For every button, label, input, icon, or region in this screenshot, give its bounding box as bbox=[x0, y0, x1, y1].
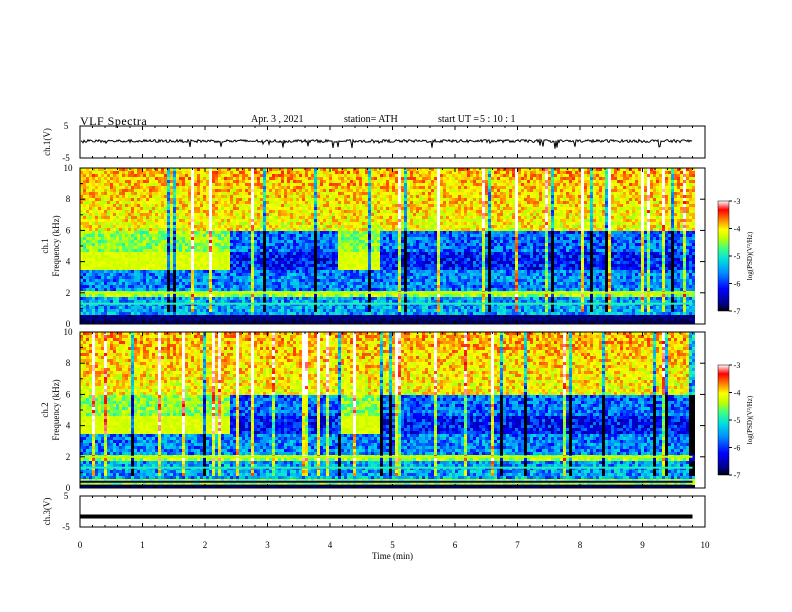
date-label: Apr. 3 , 2021 bbox=[251, 114, 304, 125]
ch2-colorbar-tick-label: -5 bbox=[734, 416, 741, 425]
ch2-y-tick-label: 6 bbox=[66, 389, 71, 399]
ch1-frequency-label: Frequency (kHz) bbox=[51, 215, 61, 276]
ch2-colorbar-tick-label: -4 bbox=[734, 389, 741, 398]
ch2-spectrogram-cells bbox=[80, 332, 695, 488]
ch1-colorbar-tick-label: -5 bbox=[734, 252, 741, 261]
plot-title: VLF Spectra bbox=[80, 114, 147, 129]
ch1-y-tick-label: 0 bbox=[66, 319, 71, 329]
ch1-y-tick-label: 10 bbox=[64, 163, 74, 173]
ch1-colorbar bbox=[717, 200, 730, 312]
ch2-colorbar-tick-label: -7 bbox=[734, 471, 741, 480]
ch3-y-axis-label: ch.3(V) bbox=[42, 498, 52, 526]
ch1-channel-label: ch.1 bbox=[40, 238, 50, 253]
x-tick-label: 9 bbox=[640, 540, 645, 550]
ch2-y-tick-label: 10 bbox=[64, 327, 74, 337]
x-axis-label: Time (min) bbox=[372, 551, 413, 561]
ch1-y-axis-label: ch.1(V) bbox=[42, 128, 52, 156]
ch2-y-tick-label: 4 bbox=[66, 421, 71, 431]
x-tick-label: 8 bbox=[578, 540, 583, 550]
station-label: station= ATH bbox=[344, 114, 398, 125]
ch1-y-tick-label: -5 bbox=[62, 153, 70, 163]
ch3-y-tick-label: -5 bbox=[62, 522, 70, 532]
start-ut-value: 5 : 10 : 1 bbox=[480, 114, 516, 125]
ch2-y-tick-label: 0 bbox=[66, 483, 71, 493]
ch2-y-tick-label: 2 bbox=[66, 452, 71, 462]
ch1-y-tick-label: 6 bbox=[66, 225, 71, 235]
ch1-colorbar-tick-label: -4 bbox=[734, 225, 741, 234]
ch1-y-tick-label: 4 bbox=[66, 257, 71, 267]
ch2-colorbar-label: log(PSD)(V²/Hz) bbox=[746, 395, 754, 444]
ch1-y-tick-label: 8 bbox=[66, 194, 71, 204]
x-tick-label: 2 bbox=[203, 540, 208, 550]
ch3-y-tick-label: 5 bbox=[64, 491, 69, 501]
ch1-colorbar-tick-label: -3 bbox=[734, 197, 741, 206]
ch2-colorbar-tick-label: -3 bbox=[734, 361, 741, 370]
ch1-waveform-line bbox=[80, 138, 693, 149]
x-tick-label: 0 bbox=[78, 540, 83, 550]
ch2-channel-label: ch.2 bbox=[40, 402, 50, 417]
x-tick-label: 10 bbox=[701, 540, 711, 550]
ch2-colorbar bbox=[717, 364, 730, 476]
ch2-y-tick-label: 8 bbox=[66, 358, 71, 368]
ch1-y-tick-label: 5 bbox=[64, 121, 69, 131]
ch3-waveform-frame bbox=[79, 495, 706, 528]
x-tick-label: 5 bbox=[390, 540, 395, 550]
ch1-colorbar-tick-label: -7 bbox=[734, 307, 741, 316]
ch1-spectrogram-cells bbox=[80, 168, 695, 324]
x-tick-label: 3 bbox=[265, 540, 270, 550]
x-tick-label: 4 bbox=[328, 540, 333, 550]
ch1-y-tick-label: 2 bbox=[66, 288, 71, 298]
ch1-colorbar-tick-label: -6 bbox=[734, 280, 741, 289]
x-tick-label: 1 bbox=[140, 540, 145, 550]
ch2-colorbar-tick-label: -6 bbox=[734, 444, 741, 453]
x-tick-label: 7 bbox=[515, 540, 520, 550]
x-tick-label: 6 bbox=[453, 540, 458, 550]
ch1-colorbar-label: log(PSD)(V²/Hz) bbox=[746, 231, 754, 280]
ch2-frequency-label: Frequency (kHz) bbox=[51, 379, 61, 440]
start-ut-label: start UT = bbox=[438, 114, 479, 125]
